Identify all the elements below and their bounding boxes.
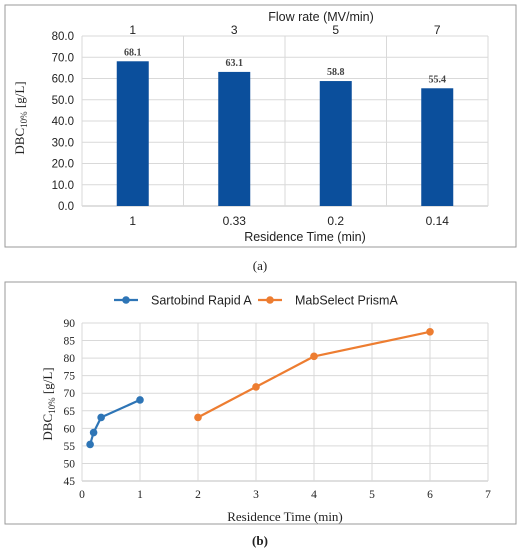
- panel-b-y-tick-label: 65: [64, 406, 76, 418]
- panel-b-caption: (b): [252, 533, 268, 548]
- panel-a-frame: [4, 4, 517, 248]
- panel-a-flow-rate-labels: 1 3 5 7: [129, 23, 441, 37]
- panel-b-y-title-sub: 10%: [47, 397, 57, 414]
- panel-b-series-line: [197, 330, 431, 419]
- panel-b-y-tick-label: 85: [64, 336, 76, 348]
- panel-a-flow-rate-label: 3: [231, 23, 238, 37]
- panel-b-y-tick-labels: 45 50 55 60 65 70 75 80 85 90: [64, 318, 76, 488]
- panel-b-y-tick-label: 90: [64, 318, 76, 330]
- panel-a-caption: (a): [253, 258, 267, 273]
- panel-a-bar: [218, 71, 251, 206]
- panel-a-category-label: 0.14: [426, 214, 450, 228]
- panel-a-y-axis-title: DBC10% [g/L]: [12, 81, 29, 154]
- panel-b-x-tick-label: 7: [485, 489, 491, 501]
- panel-b-x-tick-label: 6: [427, 489, 433, 501]
- panel-b-y-tick-label: 60: [64, 423, 76, 435]
- panel-a-y-tick-labels: 0.0 10.0 20.0 30.0 40.0 50.0 60.0 70.0 80.0: [52, 31, 74, 213]
- panel-b-y-title-rest: [g/L]: [40, 367, 55, 397]
- panel-b-x-tick-label: 3: [253, 489, 259, 501]
- panel-a-flow-rate-label: 1: [129, 23, 136, 37]
- panel-a-data-labels: 68.1 63.1 58.8 55.4: [124, 47, 446, 85]
- panel-a-category-label: 0.33: [223, 214, 247, 228]
- panel-b-y-tick-label: 50: [64, 458, 76, 470]
- panel-a-y-tick-label: 70.0: [52, 52, 74, 64]
- panel-a-bars: [116, 61, 454, 206]
- panel-a-y-title-main: DBC: [12, 128, 27, 155]
- panel-b-x-tick-labels: 0 1 2 3 4 5 6 7: [79, 489, 491, 501]
- panel-b-series-point: [97, 413, 105, 422]
- panel-b-x-tick-label: 5: [369, 489, 375, 501]
- panel-a-data-label: 63.1: [226, 58, 244, 69]
- panel-b-series-point: [136, 396, 144, 404]
- panel-b-y-tick-label: 70: [64, 388, 76, 400]
- panel-b-series-point: [86, 440, 94, 449]
- panel-b-legend-marker: [266, 296, 274, 304]
- panel-b-gridlines: [81, 322, 489, 482]
- panel-b-legend-marker: [122, 296, 130, 304]
- panel-b-y-tick-label: 45: [64, 476, 76, 488]
- panel-b-x-tick-label: 0: [79, 489, 85, 501]
- panel-a: 0.0 10.0 20.0 30.0 40.0 50.0 60.0 70.0 80.0 68.1…: [4, 4, 517, 248]
- panel-a-data-label: 58.8: [327, 67, 345, 78]
- panel-a-gridlines: [81, 35, 489, 207]
- panel-a-y-tick-label: 0.0: [58, 201, 74, 213]
- panel-a-y-tick-label: 40.0: [52, 116, 74, 128]
- panel-b-series-point: [426, 327, 434, 336]
- panel-b-series-point: [89, 428, 98, 437]
- panel-a-y-tick-label: 10.0: [52, 180, 74, 192]
- panel-b-series-points: [86, 327, 434, 449]
- panel-a-category-label: 0.2: [327, 214, 344, 228]
- panel-a-category-labels: 1 0.33 0.2 0.14: [129, 214, 449, 228]
- panel-a-category-label: 1: [129, 214, 136, 228]
- panel-b-legend-label: MabSelect PrismA: [295, 294, 398, 308]
- panel-b-y-tick-label: 55: [64, 441, 76, 453]
- panel-b-frame: [4, 281, 517, 525]
- panel-a-bar: [319, 81, 352, 206]
- panel-b-x-axis-title: Residence Time (min): [227, 509, 343, 524]
- panel-b-x-tick-label: 4: [311, 489, 317, 501]
- panel-a-y-tick-label: 60.0: [52, 74, 74, 86]
- panel-b-legend-label: Sartobind Rapid A: [151, 294, 252, 308]
- panel-a-y-tick-label: 50.0: [52, 95, 74, 107]
- panel-b: Sartobind Rapid A MabSelect PrismA 455055…: [4, 281, 517, 525]
- panel-b-y-title-main: DBC: [40, 414, 55, 441]
- panel-a-y-tick-label: 20.0: [52, 159, 74, 171]
- panel-a-data-label: 68.1: [124, 47, 142, 58]
- panel-b-x-tick-label: 2: [195, 489, 201, 501]
- panel-a-data-label: 55.4: [429, 74, 447, 85]
- panel-a-y-title-sub: 10%: [19, 111, 29, 128]
- panel-b-series-point: [252, 383, 260, 391]
- panel-a-y-tick-label: 80.0: [52, 31, 74, 43]
- panel-b-series-lines: [89, 330, 431, 445]
- panel-b-legend: Sartobind Rapid A MabSelect PrismA: [114, 294, 398, 308]
- panel-b-series-point: [194, 413, 202, 422]
- panel-a-y-tick-label: 30.0: [52, 137, 74, 149]
- panel-a-flow-rate-label: 5: [332, 23, 339, 37]
- panel-b-y-tick-label: 75: [64, 371, 76, 383]
- panel-a-y-title-rest: [g/L]: [12, 81, 27, 111]
- panel-b-x-tick-label: 1: [137, 489, 143, 501]
- panel-b-y-tick-label: 80: [64, 353, 76, 365]
- panel-b-series-line: [89, 398, 141, 445]
- panel-b-series-point: [310, 352, 318, 361]
- panel-a-bar: [421, 88, 454, 206]
- panel-a-bar: [116, 61, 149, 206]
- panel-a-x-axis-title: Residence Time (min): [244, 230, 366, 244]
- panel-b-y-axis-title: DBC10% [g/L]: [40, 367, 57, 440]
- panel-a-secondary-axis-title: Flow rate (MV/min): [268, 10, 374, 24]
- panel-a-flow-rate-label: 7: [434, 23, 441, 37]
